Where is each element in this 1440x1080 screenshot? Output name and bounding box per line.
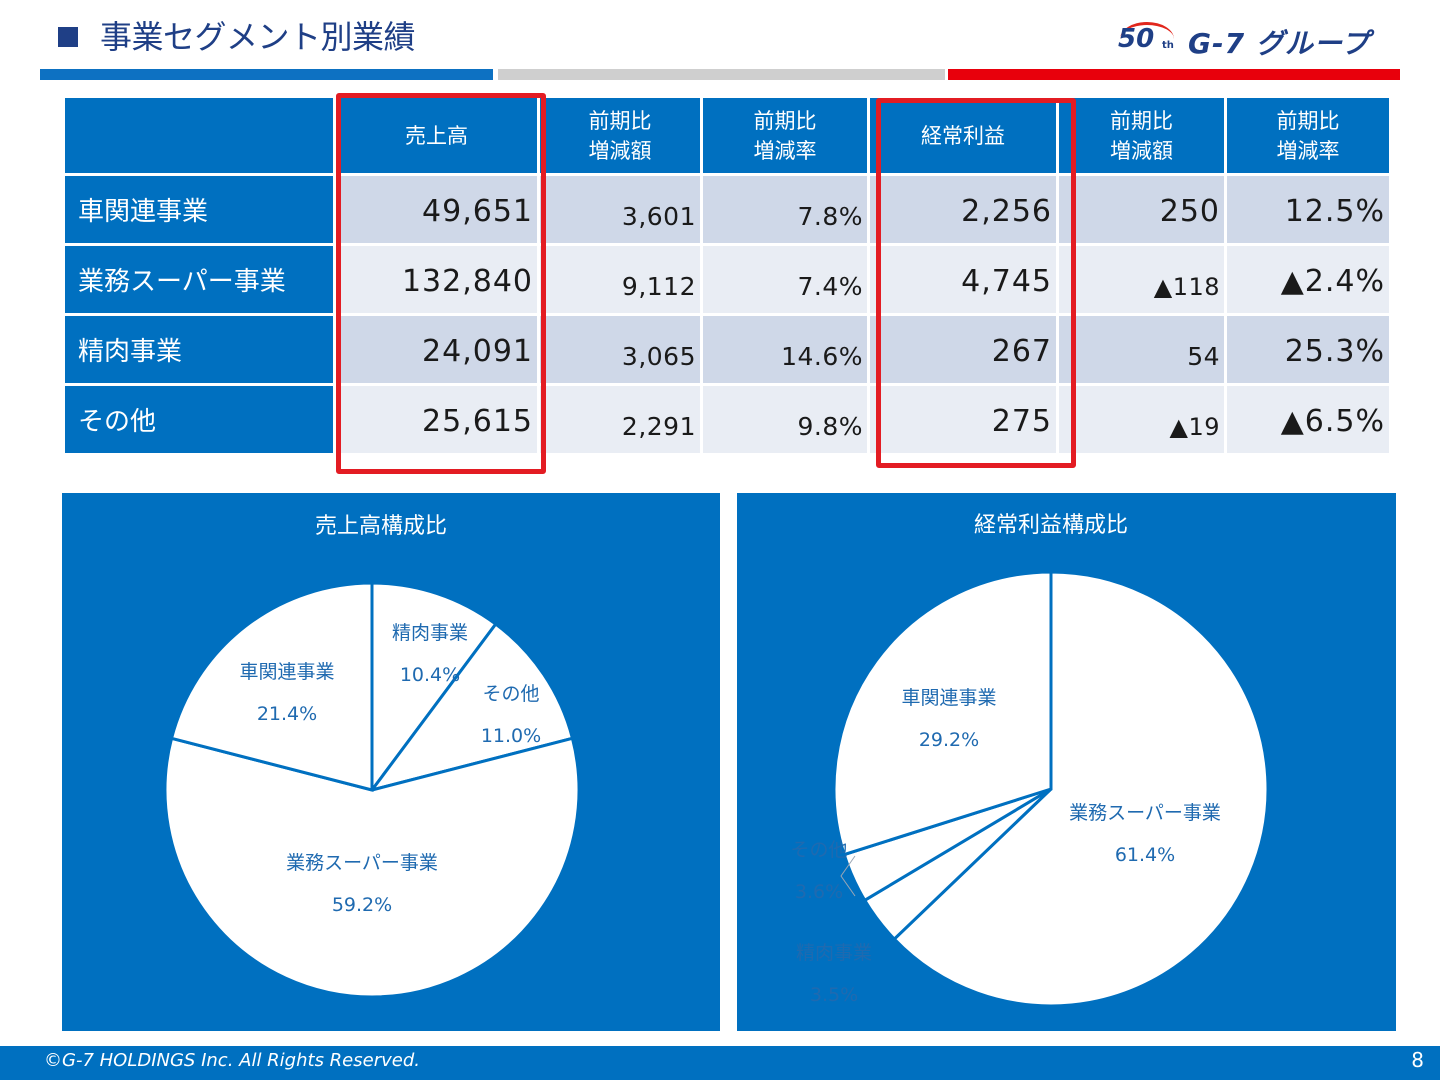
profit-rate-value: ▲6.5% [1227, 386, 1389, 453]
profit-value: 275 [870, 386, 1056, 453]
copyright-text: ©G-7 HOLDINGS Inc. All Rights Reserved. [44, 1050, 420, 1071]
pie-category-label: 車関連事業 [239, 661, 334, 683]
header-sales-diff-label: 前期比 増減額 [588, 108, 652, 163]
profit-value: 4,745 [870, 246, 1056, 313]
sales-value: 49,651 [336, 176, 537, 243]
sales-column-highlight [336, 93, 546, 474]
logo-anniversary-number: 50 [1118, 24, 1155, 54]
profit-rate-value: 25.3% [1227, 316, 1389, 383]
logo-company-name: G-7 グループ [1188, 27, 1371, 60]
title-square-icon [58, 27, 78, 47]
pie-slice [370, 581, 498, 795]
header-bar-red [948, 69, 1400, 80]
header-segment [65, 98, 333, 173]
header-bar-gray [498, 69, 945, 80]
pie-percent-label: 10.4% [400, 664, 460, 686]
profit-value: 267 [870, 316, 1056, 383]
header-profit-label: 経常利益 [921, 123, 1005, 148]
sales-diff-value: 2,291 [540, 386, 700, 453]
sales-pie-chart: 売上高構成比 精肉事業 10.4% その他 11.0% 業務スーパー事業 59.2% 車関連… [163, 514, 581, 999]
segment-name: 業務スーパー事業 [65, 246, 333, 313]
pie-percent-label: 59.2% [332, 894, 392, 916]
profit-column-highlight [876, 98, 1076, 468]
pie-slice [892, 570, 1270, 1008]
pie-percent-label: 3.5% [810, 984, 858, 1006]
header-profit-diff-label: 前期比 増減額 [1110, 108, 1173, 163]
pie-slice [832, 570, 1053, 857]
sales-value: 132,840 [336, 246, 537, 313]
pie-category-label: 精肉事業 [392, 622, 468, 644]
pie-category-label: その他 [482, 683, 539, 705]
sales-rate-value: 14.6% [703, 316, 867, 383]
header-sales: 売上高 [336, 98, 537, 173]
sales-rate-value: 9.8% [703, 386, 867, 453]
segment-name: 車関連事業 [65, 176, 333, 243]
pie-slice [163, 736, 581, 999]
footer-bar: ©G-7 HOLDINGS Inc. All Rights Reserved. … [0, 1046, 1440, 1080]
sales-pie-panel: 売上高構成比 精肉事業 10.4% その他 11.0% 業務スーパー事業 59.2% 車関連… [62, 493, 720, 1031]
profit-diff-value: ▲19 [1059, 386, 1224, 453]
sales-diff-value: 3,601 [540, 176, 700, 243]
segment-name: その他 [65, 386, 333, 453]
logo-arc-icon [1120, 22, 1174, 56]
profit-value: 2,256 [870, 176, 1056, 243]
pie-percent-label: 3.6% [795, 881, 843, 903]
sales-rate-value: 7.4% [703, 246, 867, 313]
profit-rate-value: ▲2.4% [1227, 246, 1389, 313]
header-profit-rate-label: 前期比 増減率 [1276, 108, 1340, 163]
sales-diff-value: 9,112 [540, 246, 700, 313]
pie-percent-label: 21.4% [257, 703, 317, 725]
header-sales-diff: 前期比 増減額 [540, 98, 700, 173]
header-profit: 経常利益 [870, 98, 1056, 173]
page-title: 事業セグメント別業績 [100, 18, 416, 56]
pie-category-label: 業務スーパー事業 [1069, 802, 1221, 824]
table-row: 業務スーパー事業 132,840 9,112 7.4% 4,745 ▲118 ▲… [65, 246, 1389, 313]
pie-leader-line [840, 855, 856, 897]
profit-diff-value: 54 [1059, 316, 1224, 383]
profit-pie-title: 経常利益構成比 [974, 513, 1128, 538]
table-row: 精肉事業 24,091 3,065 14.6% 267 54 25.3% [65, 316, 1389, 383]
pie-category-label: 業務スーパー事業 [286, 852, 438, 874]
pie-category-label: 車関連事業 [901, 687, 996, 709]
logo-anniversary-suffix: th [1162, 40, 1174, 51]
segment-results-table: 売上高 前期比 増減額 前期比 増減率 経常利益 前期比 増減額 前期比 増減率 車関連… [62, 95, 1392, 456]
table-row: 車関連事業 49,651 3,601 7.8% 2,256 250 12.5% [65, 176, 1389, 243]
sales-diff-value: 3,065 [540, 316, 700, 383]
table-header-row: 売上高 前期比 増減額 前期比 増減率 経常利益 前期比 増減額 前期比 増減率 [65, 98, 1389, 173]
page-number: 8 [1411, 1048, 1424, 1072]
pie-slice [368, 621, 575, 793]
profit-rate-value: 12.5% [1227, 176, 1389, 243]
pie-percent-label: 29.2% [919, 729, 979, 751]
pie-percent-label: 61.4% [1115, 844, 1175, 866]
sales-value: 25,615 [336, 386, 537, 453]
header-bar-blue [40, 69, 493, 80]
profit-pie-panel: 経常利益構成比 業務スーパー事業 61.4% 精肉事業 3.5% その他 3.6% 車関連事… [737, 493, 1396, 1031]
company-logo: 50 th G-7 グループ [1118, 22, 1398, 72]
header-sales-rate: 前期比 増減率 [703, 98, 867, 173]
profit-diff-value: 250 [1059, 176, 1224, 243]
sales-rate-value: 7.8% [703, 176, 867, 243]
sales-value: 24,091 [336, 316, 537, 383]
header-profit-rate: 前期比 増減率 [1227, 98, 1389, 173]
header-sales-label: 売上高 [405, 123, 468, 148]
header-profit-diff: 前期比 増減額 [1059, 98, 1224, 173]
header-sales-rate-label: 前期比 増減率 [753, 108, 817, 163]
sales-pie-title: 売上高構成比 [315, 514, 447, 539]
pie-category-label: 精肉事業 [796, 942, 872, 964]
segment-name: 精肉事業 [65, 316, 333, 383]
profit-pie-chart: 経常利益構成比 業務スーパー事業 61.4% 精肉事業 3.5% その他 3.6% 車関連事… [790, 513, 1270, 1008]
profit-diff-value: ▲118 [1059, 246, 1224, 313]
pie-percent-label: 11.0% [481, 725, 541, 747]
table-row: その他 25,615 2,291 9.8% 275 ▲19 ▲6.5% [65, 386, 1389, 453]
pie-category-label: その他 [790, 839, 847, 861]
pie-slice [169, 581, 374, 792]
